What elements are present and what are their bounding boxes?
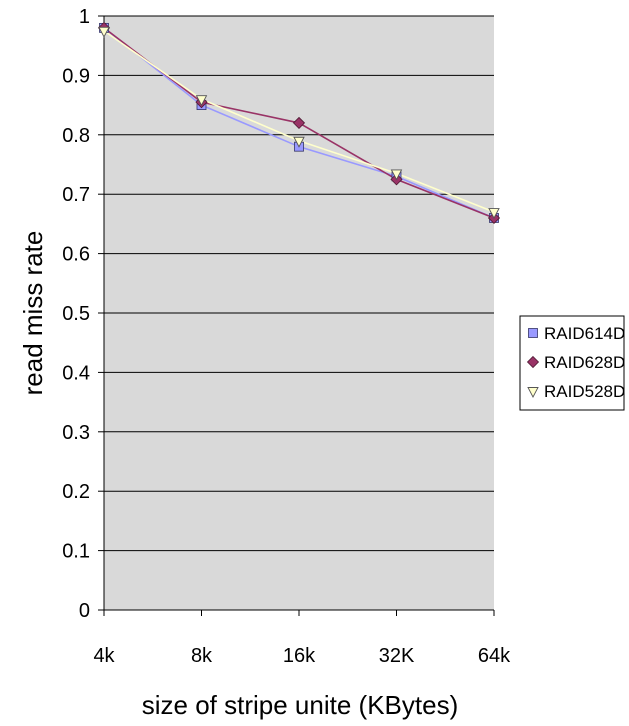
y-tick-label: 0.9 xyxy=(62,65,90,87)
legend-label: RAID528D xyxy=(544,382,625,401)
legend-items: RAID614D RAID628D RAID528D xyxy=(526,324,625,401)
data-point xyxy=(195,95,208,107)
legend-label: RAID614D xyxy=(544,324,625,343)
data-point xyxy=(292,116,306,129)
y-tick-label: 0.5 xyxy=(62,303,90,325)
y-tick-label: 0.8 xyxy=(62,125,90,147)
data-point xyxy=(526,355,540,369)
y-tick-label: 0.3 xyxy=(62,422,90,444)
y-tick-label: 0.1 xyxy=(62,541,90,563)
x-tick-label: 8k xyxy=(191,645,213,667)
y-tick-label: 0.4 xyxy=(62,362,90,384)
x-axis-title: size of stripe unite (KBytes) xyxy=(142,690,458,720)
y-tick-labels: 0 0.1 0.2 0.3 0.4 0.5 0.6 0.7 0.8 0.9 1 xyxy=(62,6,90,622)
y-axis-title: read miss rate xyxy=(18,231,48,396)
x-tick-label: 4k xyxy=(93,645,115,667)
x-tick-label: 64k xyxy=(478,645,511,667)
axes xyxy=(98,15,495,616)
data-point xyxy=(527,387,539,398)
x-tick-label: 16k xyxy=(283,645,316,667)
data-point xyxy=(98,26,110,38)
x-tick-labels: 4k 8k 16k 32K 64k xyxy=(93,645,511,667)
y-tick-label: 0.7 xyxy=(62,184,90,206)
y-tick-label: 1 xyxy=(79,6,90,28)
legend-label: RAID628D xyxy=(544,353,625,372)
y-tick-label: 0.6 xyxy=(62,244,90,266)
legend: RAID614D RAID628D RAID528D xyxy=(519,315,625,411)
gridlines xyxy=(104,15,494,611)
data-point xyxy=(488,208,500,219)
y-tick-label: 0.2 xyxy=(62,481,90,503)
x-tick-label: 32K xyxy=(379,645,415,667)
data-point xyxy=(528,328,538,338)
series-markers xyxy=(97,21,501,225)
data-point xyxy=(390,169,403,181)
data-point xyxy=(293,136,305,148)
y-tick-label: 0 xyxy=(79,600,90,622)
